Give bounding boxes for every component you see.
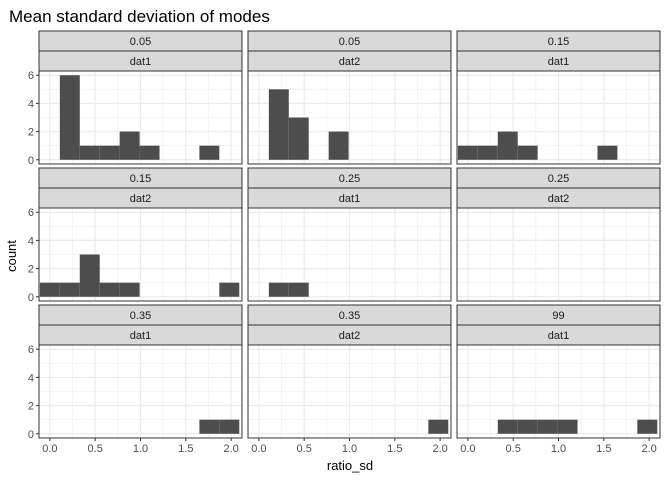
strip-label-bottom: dat2 bbox=[339, 330, 360, 342]
histogram-bar bbox=[119, 282, 140, 297]
y-tick-label: 6 bbox=[28, 70, 34, 82]
histogram-bar bbox=[268, 282, 289, 297]
histogram-bar bbox=[497, 131, 518, 160]
histogram-bar bbox=[428, 419, 449, 434]
strip-label-bottom: dat2 bbox=[548, 193, 569, 205]
strip-label-bottom: dat2 bbox=[130, 193, 151, 205]
strip-label-top: 0.05 bbox=[130, 36, 151, 48]
histogram-bar bbox=[288, 282, 309, 297]
strip-label-top: 0.05 bbox=[339, 36, 360, 48]
histogram-bar bbox=[597, 145, 618, 160]
strip-label-bottom: dat1 bbox=[130, 56, 151, 68]
x-tick-label: 0.5 bbox=[297, 443, 312, 455]
histogram-bar bbox=[119, 131, 140, 160]
facet-panel-5: 0.25 dat1 bbox=[247, 167, 452, 302]
panel-border bbox=[38, 70, 243, 165]
histogram-bar bbox=[139, 145, 160, 160]
y-tick-label: 6 bbox=[28, 207, 34, 219]
histogram-bar bbox=[288, 117, 309, 160]
panel-border bbox=[456, 207, 661, 302]
x-tick-label: 1.5 bbox=[596, 443, 611, 455]
strip-label-top: 99 bbox=[552, 310, 564, 322]
y-tick-label: 2 bbox=[28, 127, 34, 139]
histogram-bar bbox=[79, 145, 100, 160]
facet-panels: 0.05 dat1 0 2 4 6 0.05 dat2 0.15 dat1 0.15 dat2 0 2 4 6… bbox=[28, 30, 661, 455]
x-tick-label: 0.5 bbox=[506, 443, 521, 455]
x-tick-label: 0.0 bbox=[42, 443, 57, 455]
facet-panel-8: 0.35 dat2 0.0 0.5 1.0 1.5 2.0 bbox=[247, 304, 452, 455]
histogram-bar bbox=[39, 282, 60, 297]
facet-panel-2: 0.05 dat2 bbox=[247, 30, 452, 165]
strip-label-bottom: dat1 bbox=[548, 330, 569, 342]
histogram-bar bbox=[219, 419, 240, 434]
y-tick-label: 4 bbox=[28, 372, 34, 384]
histogram-bar bbox=[219, 282, 240, 297]
histogram-bar bbox=[457, 145, 478, 160]
panel-border bbox=[247, 70, 452, 165]
panel-border bbox=[456, 70, 661, 165]
x-tick-label: 1.5 bbox=[387, 443, 402, 455]
y-tick-label: 4 bbox=[28, 98, 34, 110]
x-tick-label: 1.0 bbox=[342, 443, 357, 455]
y-tick-label: 2 bbox=[28, 264, 34, 276]
strip-label-bottom: dat1 bbox=[548, 56, 569, 68]
y-tick-label: 0 bbox=[28, 155, 34, 167]
histogram-bar bbox=[328, 131, 349, 160]
histogram-bar bbox=[537, 419, 558, 434]
y-tick-label: 4 bbox=[28, 235, 34, 247]
facet-panel-4: 0.15 dat2 0 2 4 6 bbox=[28, 167, 243, 304]
x-tick-label: 1.0 bbox=[551, 443, 566, 455]
histogram-bar bbox=[268, 89, 289, 160]
histogram-bar bbox=[59, 282, 80, 297]
x-axis-title: ratio_sd bbox=[327, 458, 373, 473]
histogram-bar bbox=[59, 75, 80, 160]
histogram-bar bbox=[497, 419, 518, 434]
histogram-bar bbox=[199, 419, 220, 434]
histogram-bar bbox=[517, 419, 538, 434]
facet-panel-3: 0.15 dat1 bbox=[456, 30, 661, 165]
strip-label-top: 0.25 bbox=[339, 173, 360, 185]
histogram-bar bbox=[79, 254, 100, 297]
y-axis-title: count bbox=[4, 240, 19, 272]
strip-label-bottom: dat2 bbox=[339, 56, 360, 68]
y-tick-label: 0 bbox=[28, 292, 34, 304]
x-tick-label: 2.0 bbox=[223, 443, 238, 455]
histogram-bar bbox=[557, 419, 578, 434]
chart-title: Mean standard deviation of modes bbox=[9, 7, 270, 26]
y-tick-label: 6 bbox=[28, 344, 34, 356]
strip-label-top: 0.35 bbox=[130, 310, 151, 322]
x-tick-label: 0.5 bbox=[88, 443, 103, 455]
histogram-bar bbox=[517, 145, 538, 160]
strip-label-top: 0.35 bbox=[339, 310, 360, 322]
strip-label-top: 0.15 bbox=[548, 36, 569, 48]
x-tick-label: 2.0 bbox=[641, 443, 656, 455]
histogram-bar bbox=[99, 282, 120, 297]
histogram-bar bbox=[637, 419, 658, 434]
x-tick-label: 1.0 bbox=[133, 443, 148, 455]
x-tick-label: 2.0 bbox=[432, 443, 447, 455]
facet-panel-7: 0.35 dat1 0 2 4 6 0.0 0.5 1.0 1.5 2.0 bbox=[28, 304, 243, 455]
x-tick-label: 0.0 bbox=[251, 443, 266, 455]
y-tick-label: 2 bbox=[28, 401, 34, 413]
facet-panel-1: 0.05 dat1 0 2 4 6 bbox=[28, 30, 243, 167]
facet-panel-9: 99 dat1 0.0 0.5 1.0 1.5 2.0 bbox=[456, 304, 661, 455]
histogram-bar bbox=[477, 145, 498, 160]
panel-border bbox=[247, 207, 452, 302]
y-tick-label: 0 bbox=[28, 429, 34, 441]
histogram-bar bbox=[199, 145, 220, 160]
strip-label-bottom: dat1 bbox=[130, 330, 151, 342]
facet-panel-6: 0.25 dat2 bbox=[456, 167, 661, 302]
x-tick-label: 1.5 bbox=[178, 443, 193, 455]
strip-label-top: 0.15 bbox=[130, 173, 151, 185]
strip-label-top: 0.25 bbox=[548, 173, 569, 185]
strip-label-bottom: dat1 bbox=[339, 193, 360, 205]
histogram-bar bbox=[99, 145, 120, 160]
x-tick-label: 0.0 bbox=[460, 443, 475, 455]
panel-border bbox=[38, 207, 243, 302]
